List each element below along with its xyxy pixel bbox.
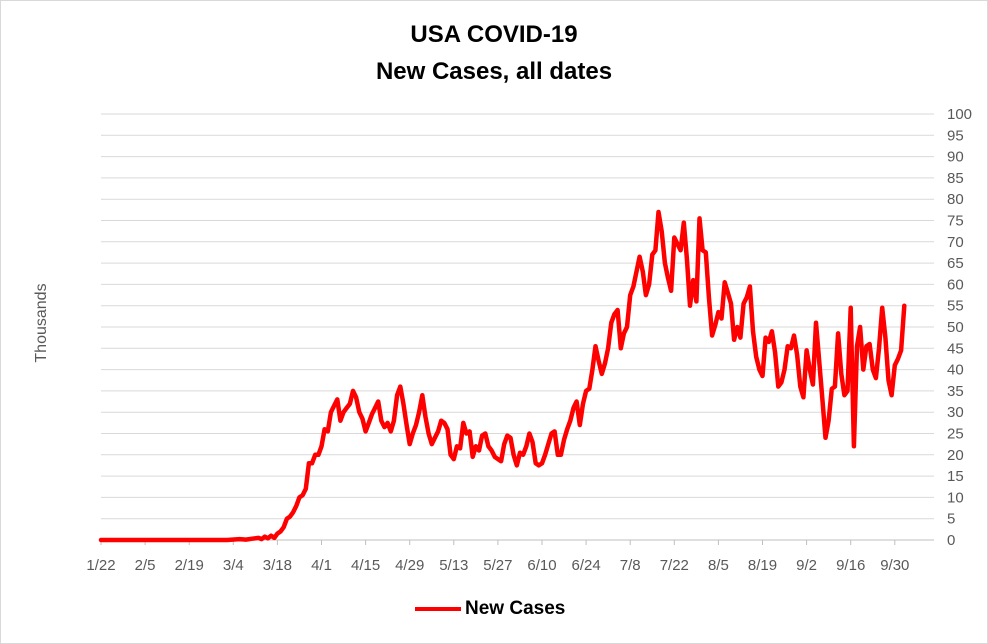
x-tick-label: 4/29	[395, 557, 424, 574]
x-tick-label: 5/13	[439, 557, 468, 574]
chart-title: USA COVID-19	[410, 21, 578, 48]
x-tick-label: 9/30	[880, 557, 909, 574]
x-tick-label: 7/22	[660, 557, 689, 574]
y-tick-label: 55	[947, 298, 964, 315]
series-line-new-cases	[98, 209, 907, 543]
y-tick-label: 15	[947, 468, 964, 485]
y-tick-label: 10	[947, 489, 964, 506]
y-tick-label: 50	[947, 319, 964, 336]
x-tick-label: 4/15	[351, 557, 380, 574]
y-tick-label: 60	[947, 276, 964, 293]
x-tick-label: 1/22	[86, 557, 115, 574]
x-tick-label: 9/2	[796, 557, 817, 574]
x-tick-label: 6/24	[571, 557, 600, 574]
y-tick-label: 100	[947, 106, 972, 123]
y-tick-label: 20	[947, 447, 964, 464]
y-tick-label: 95	[947, 127, 964, 144]
x-tick-label: 9/16	[836, 557, 865, 574]
y-tick-label: 85	[947, 170, 964, 187]
y-tick-label: 40	[947, 362, 964, 379]
y-tick-label: 45	[947, 340, 964, 357]
x-tick-label: 3/4	[223, 557, 244, 574]
x-tick-label: 2/19	[175, 557, 204, 574]
x-tick-label: 4/1	[311, 557, 332, 574]
x-tick-label: 6/10	[527, 557, 556, 574]
y-tick-label: 65	[947, 255, 964, 272]
y-tick-label: 80	[947, 191, 964, 208]
legend-label-new-cases: New Cases	[465, 598, 566, 619]
y-tick-label: 70	[947, 234, 964, 251]
x-tick-label: 8/19	[748, 557, 777, 574]
x-tick-label: 3/18	[263, 557, 292, 574]
x-tick-label: 2/5	[135, 557, 156, 574]
y-tick-label: 30	[947, 404, 964, 421]
legend: New Cases	[415, 598, 565, 620]
x-tick-label: 8/5	[708, 557, 729, 574]
y-tick-label: 75	[947, 213, 964, 230]
x-tick-label: 5/27	[483, 557, 512, 574]
y-tick-label: 90	[947, 149, 964, 166]
chart-subtitle: New Cases, all dates	[375, 58, 613, 85]
legend-swatch-new-cases	[415, 607, 461, 611]
series-lines	[98, 209, 907, 543]
gridlines	[101, 113, 934, 541]
y-tick-label: 0	[947, 532, 955, 549]
x-axis-ticks: 1/22 2/5 2/19 3/4 3/18 4/1 4/15 4/29 5/13 5/27 6/1…	[86, 540, 909, 574]
y-tick-label: 35	[947, 383, 964, 400]
y-tick-label: 5	[947, 511, 955, 528]
y-tick-label: 25	[947, 426, 964, 443]
y-axis-ticks: 0 5 10 15 20 25 30 35 40 45 50 55 60 65 70 75 80 85 90 95 10…	[947, 106, 972, 549]
x-tick-label: 7/8	[620, 557, 641, 574]
